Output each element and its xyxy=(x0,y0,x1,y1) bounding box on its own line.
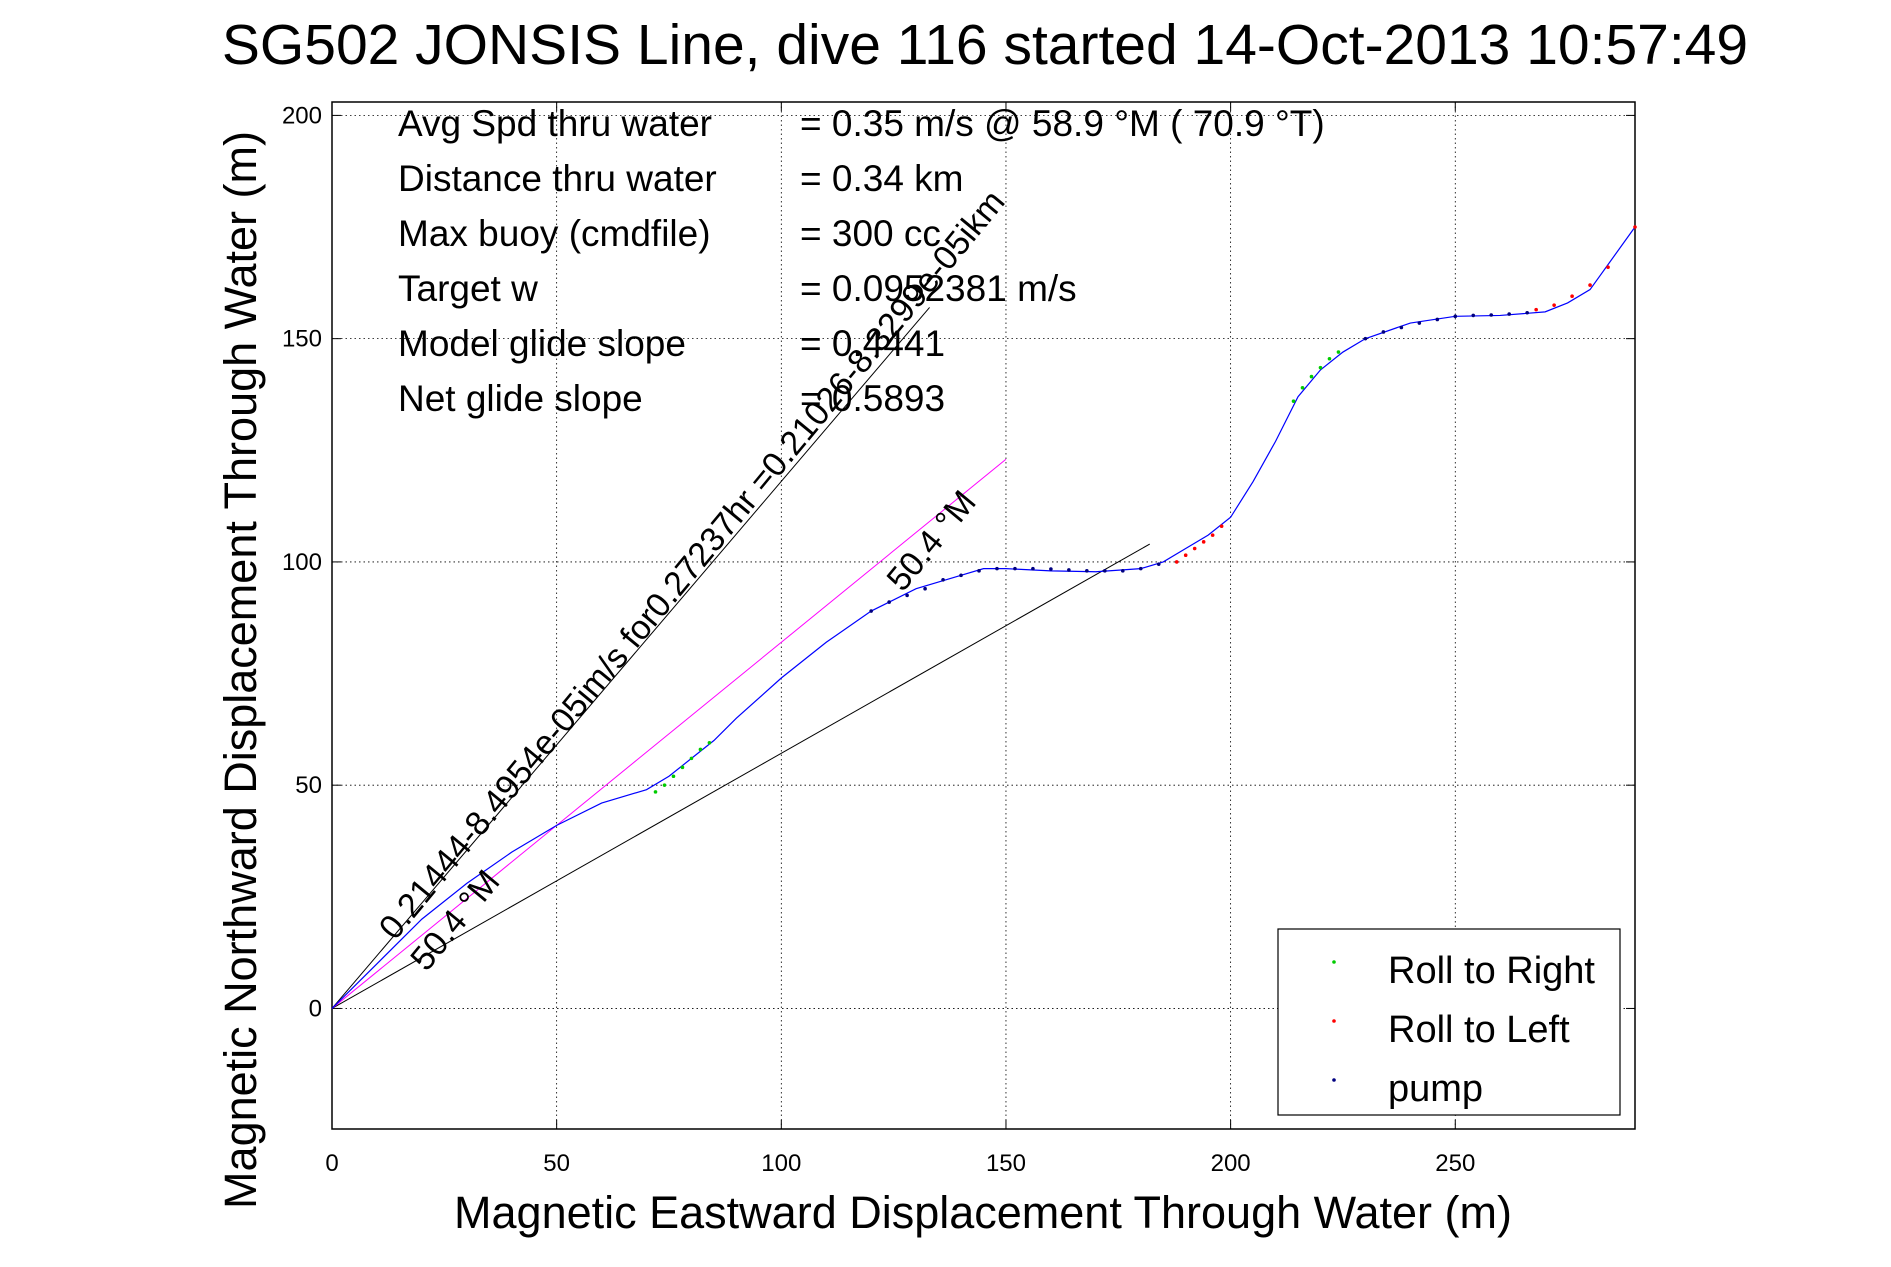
roll-left-point xyxy=(1192,546,1197,551)
y-tick-label: 0 xyxy=(309,995,322,1022)
roll-left-point xyxy=(1183,553,1188,558)
info-text-block: Avg Spd thru water = 0.35 m/s @ 58.9 °M (… xyxy=(398,103,1325,419)
pump-point xyxy=(1031,566,1035,571)
pump-point xyxy=(1013,566,1017,571)
x-tick-label: 250 xyxy=(1435,1150,1475,1177)
info-label: Net glide slope xyxy=(398,378,643,419)
pump-point xyxy=(977,569,981,573)
legend: Roll to Right Roll to Left pump xyxy=(1277,928,1621,1116)
x-tick-label: 0 xyxy=(325,1150,338,1177)
pump-point xyxy=(1381,330,1386,334)
pump-point xyxy=(869,609,873,613)
pump-point xyxy=(1085,569,1089,573)
roll-right-point xyxy=(671,774,676,779)
roll-left-point xyxy=(1588,283,1592,287)
roll-right-point xyxy=(1300,385,1305,390)
roll-right-point xyxy=(1309,374,1314,379)
y-axis-label: Magnetic Northward Displacement Through … xyxy=(215,131,266,1209)
pump-point xyxy=(1417,321,1422,325)
roll-right-point xyxy=(1336,350,1341,354)
roll-left-point xyxy=(1201,540,1206,544)
x-axis-label: Magnetic Eastward Displacement Through W… xyxy=(454,1187,1512,1238)
pump-point xyxy=(941,577,945,582)
pump-point xyxy=(959,573,963,578)
pump-point xyxy=(1138,566,1143,571)
y-tick-label: 100 xyxy=(282,549,322,576)
info-value: = 0.5893 xyxy=(800,378,945,419)
chart-title: SG502 JONSIS Line, dive 116 started 14-O… xyxy=(222,13,1748,77)
pump-point xyxy=(887,600,891,604)
roll-right-point xyxy=(680,765,685,770)
info-label: Avg Spd thru water xyxy=(398,103,712,144)
x-tick-label: 200 xyxy=(1211,1150,1251,1177)
y-tick-label: 50 xyxy=(295,772,322,799)
pump-point xyxy=(1363,336,1368,341)
legend-label-roll-right: Roll to Right xyxy=(1388,950,1595,992)
roll-right-point xyxy=(653,790,658,794)
roll-left-point xyxy=(1633,225,1637,229)
info-value: = 0.0952381 m/s xyxy=(800,268,1077,309)
pump-point xyxy=(1525,310,1529,315)
pump-point xyxy=(905,593,909,598)
legend-label-roll-left: Roll to Left xyxy=(1388,1009,1570,1051)
roll-right-point xyxy=(707,740,712,745)
y-tick-label: 200 xyxy=(282,102,322,129)
x-tick-label: 150 xyxy=(986,1150,1026,1177)
pump-point xyxy=(923,586,927,591)
roll-right-point xyxy=(689,756,694,761)
legend-label-pump: pump xyxy=(1388,1068,1483,1110)
legend-marker-roll-right xyxy=(1332,960,1336,964)
legend-marker-pump xyxy=(1332,1078,1336,1082)
roll-right-point xyxy=(1327,356,1332,361)
roll-left-point xyxy=(1552,303,1556,307)
pump-point xyxy=(1489,313,1494,317)
info-label: Target w xyxy=(398,268,538,309)
y-tick-label: 150 xyxy=(282,326,322,353)
info-label: Distance thru water xyxy=(398,158,717,199)
pump-point xyxy=(1507,312,1511,316)
roll-right-point xyxy=(1291,399,1296,403)
roll-left-point xyxy=(1570,294,1574,299)
pump-point xyxy=(1103,569,1107,573)
roll-left-point xyxy=(1219,524,1224,528)
roll-right-point xyxy=(662,783,667,787)
legend-marker-roll-left xyxy=(1332,1019,1336,1023)
info-label: Model glide slope xyxy=(398,323,686,364)
pump-point xyxy=(1156,562,1161,566)
roll-left-point xyxy=(1174,560,1179,564)
pump-point xyxy=(1399,325,1404,330)
reference-line-upper-bound xyxy=(331,307,930,1009)
roll-left-point xyxy=(1606,265,1610,270)
info-label: Max buoy (cmdfile) xyxy=(398,213,711,254)
info-value: = 300 cc xyxy=(800,213,941,254)
roll-left-point xyxy=(1210,533,1215,537)
x-tick-label: 50 xyxy=(543,1150,570,1177)
reference-line-mean-heading xyxy=(331,458,1007,1009)
pump-point xyxy=(995,566,999,571)
info-value: = 0.34 km xyxy=(800,158,964,199)
roll-right-point xyxy=(1318,365,1323,370)
pump-point xyxy=(1049,567,1053,571)
x-tick-label: 100 xyxy=(761,1150,801,1177)
pump-point xyxy=(1453,314,1458,319)
roll-right-point xyxy=(698,747,703,752)
pump-point xyxy=(1471,313,1476,318)
pump-point xyxy=(1067,568,1071,572)
info-value: = 0.35 m/s @ 58.9 °M ( 70.9 °T) xyxy=(800,103,1325,144)
roll-left-point xyxy=(1534,307,1538,312)
ticks: 0 50 100 150 200 250 0 50 100 150 200 xyxy=(282,102,1635,1177)
reference-line-lower-bound xyxy=(331,543,1150,1009)
pump-point xyxy=(1120,569,1125,573)
pump-point xyxy=(1435,317,1440,322)
info-value: = 0.4441 xyxy=(800,323,945,364)
